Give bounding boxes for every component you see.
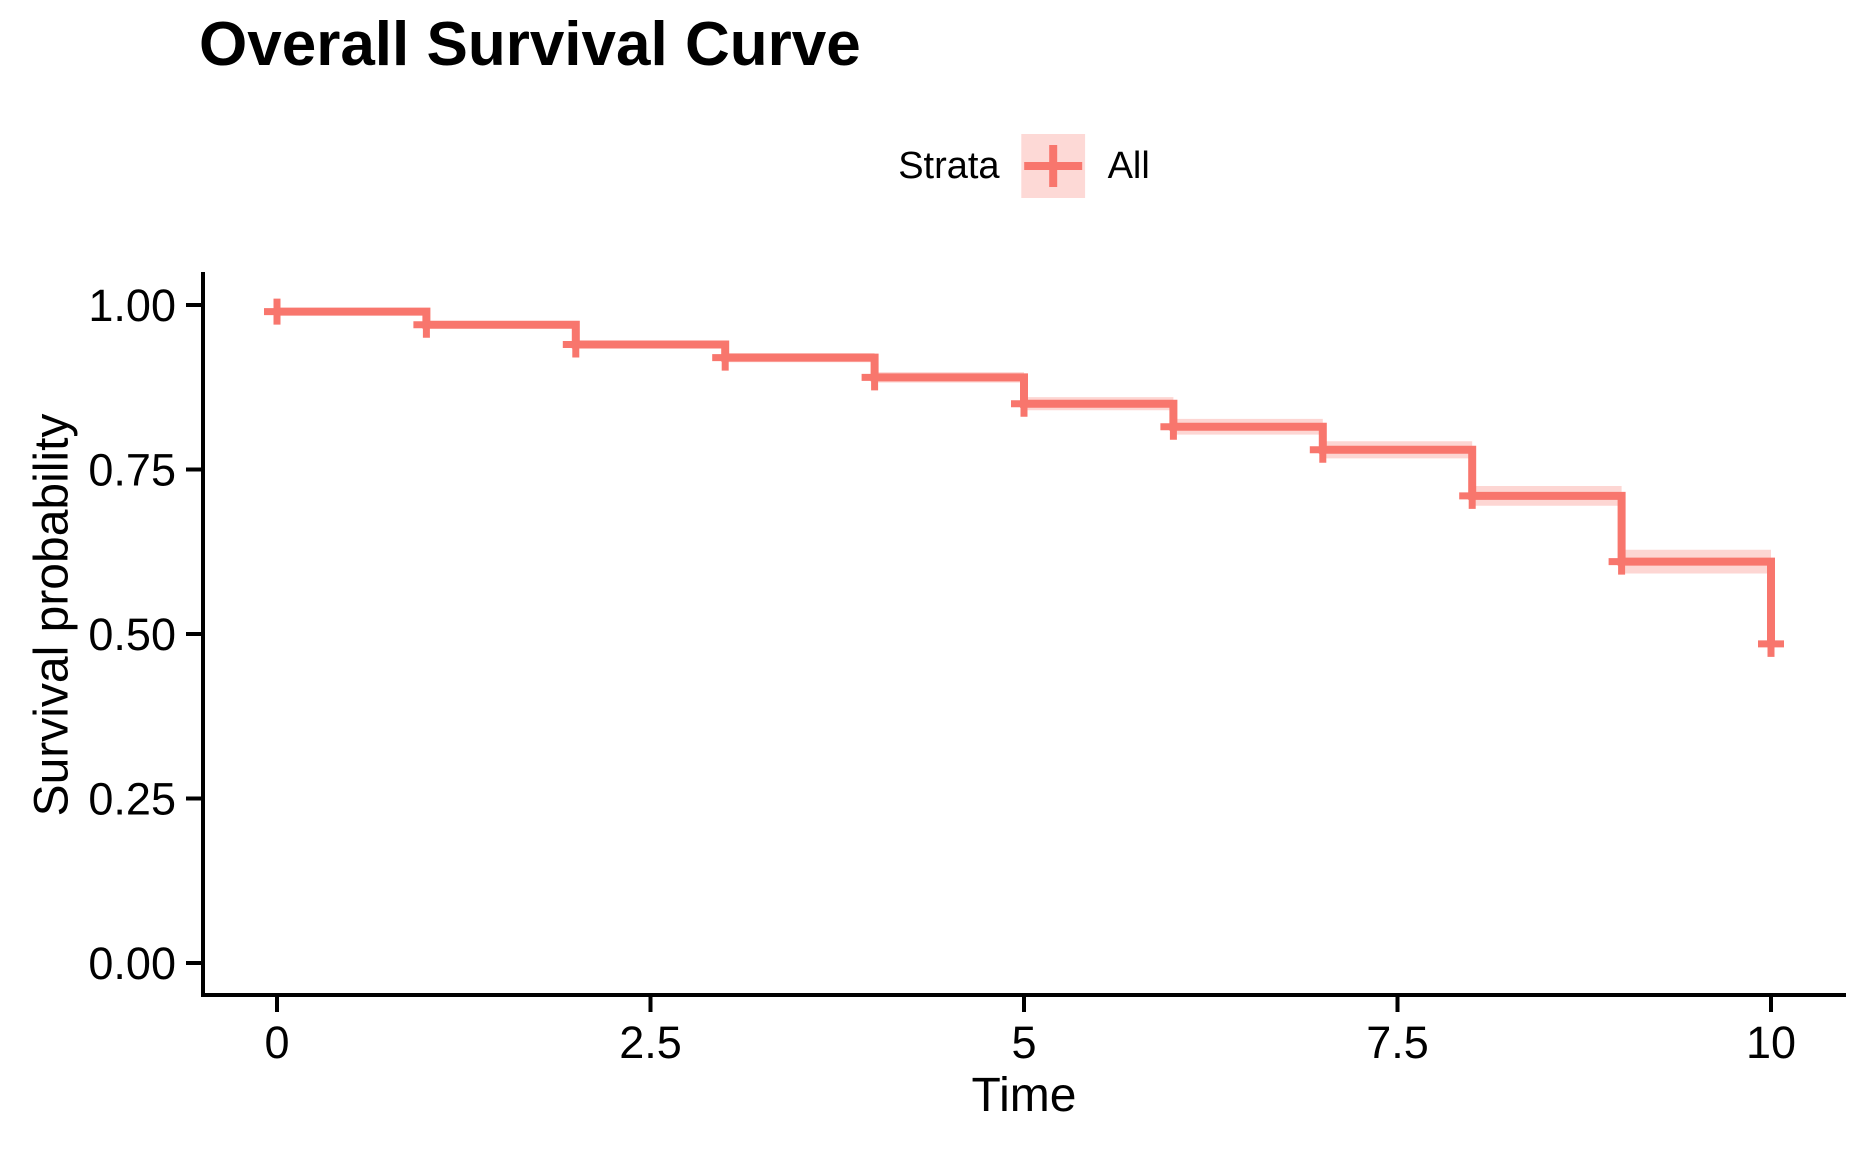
- censor-plus-icon: [712, 344, 739, 371]
- censor-plus-icon: [1309, 436, 1336, 463]
- x-tick-label: 7.5: [1366, 1017, 1429, 1068]
- censor-plus-icon: [413, 311, 440, 338]
- censor-plus-icon: [1011, 390, 1037, 417]
- chart-title: Overall Survival Curve: [199, 10, 861, 79]
- y-tick-label: 0.00: [88, 938, 176, 989]
- y-tick-label: 0.25: [88, 774, 176, 825]
- km-step-line: [277, 307, 1775, 644]
- km-curve: [277, 307, 1775, 644]
- legend: Strata All: [898, 134, 1150, 198]
- x-tick-label: 10: [1746, 1017, 1796, 1068]
- legend-key-all: [1021, 134, 1086, 198]
- censor-plus-icon: [1758, 630, 1784, 657]
- censor-plus-icon: [1608, 548, 1635, 575]
- confidence-ribbon: [277, 308, 1771, 574]
- x-axis-title: Time: [971, 1069, 1077, 1122]
- y-tick-label: 1.00: [88, 280, 176, 331]
- axes: [186, 272, 1846, 1012]
- x-tick-label: 5: [1011, 1017, 1036, 1068]
- censor-plus-icon: [562, 331, 589, 358]
- censor-marks: [264, 298, 1784, 657]
- legend-label-all: All: [1107, 144, 1150, 187]
- censor-plus-icon: [861, 364, 888, 391]
- x-tick-label: 2.5: [619, 1017, 682, 1068]
- legend-title: Strata: [898, 144, 1000, 187]
- y-tick-label: 0.50: [88, 609, 176, 660]
- confidence-ribbon-area: [277, 308, 1771, 574]
- y-tick-label: 0.75: [88, 445, 176, 496]
- tick-labels: 0 2.5 5 7.5 10 0.00 0.25 0.50 0.75 1.00: [88, 280, 1796, 1068]
- censor-plus-icon: [1160, 413, 1187, 440]
- censor-plus-icon: [264, 298, 290, 325]
- x-tick-label: 0: [264, 1017, 289, 1068]
- censor-plus-icon: [1459, 482, 1486, 509]
- axis-lines: [201, 272, 1846, 997]
